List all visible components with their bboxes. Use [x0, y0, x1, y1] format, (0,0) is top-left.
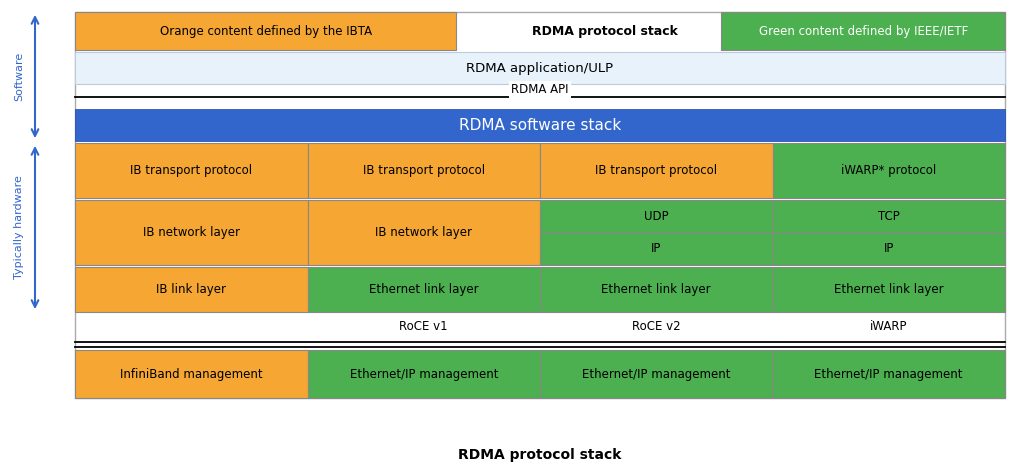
Text: Software: Software: [14, 52, 24, 101]
FancyBboxPatch shape: [540, 200, 772, 233]
Text: IB transport protocol: IB transport protocol: [130, 164, 252, 177]
Text: TCP: TCP: [878, 210, 900, 223]
Text: IB network layer: IB network layer: [375, 226, 472, 239]
Text: Ethernet/IP management: Ethernet/IP management: [349, 368, 498, 380]
FancyBboxPatch shape: [75, 52, 1005, 84]
Text: RDMA software stack: RDMA software stack: [459, 118, 622, 133]
FancyBboxPatch shape: [307, 350, 540, 398]
FancyBboxPatch shape: [772, 143, 1005, 198]
FancyBboxPatch shape: [540, 350, 772, 398]
FancyBboxPatch shape: [540, 233, 772, 265]
Text: Green content defined by IEEE/IETF: Green content defined by IEEE/IETF: [759, 24, 968, 38]
FancyBboxPatch shape: [75, 350, 307, 398]
Text: Ethernet/IP management: Ethernet/IP management: [814, 368, 963, 380]
FancyBboxPatch shape: [772, 233, 1005, 265]
Text: iWARP: iWARP: [870, 320, 907, 333]
Text: IB transport protocol: IB transport protocol: [362, 164, 484, 177]
Text: iWARP* protocol: iWARP* protocol: [841, 164, 936, 177]
Text: RDMA API: RDMA API: [511, 83, 568, 96]
FancyBboxPatch shape: [307, 200, 540, 265]
Text: Ethernet link layer: Ethernet link layer: [601, 283, 711, 296]
FancyBboxPatch shape: [75, 267, 307, 312]
Text: InfiniBand management: InfiniBand management: [120, 368, 262, 380]
Text: IP: IP: [884, 242, 894, 255]
Text: Ethernet link layer: Ethernet link layer: [834, 283, 943, 296]
Text: RoCE v1: RoCE v1: [399, 320, 449, 333]
FancyBboxPatch shape: [721, 12, 1005, 50]
Text: Typically hardware: Typically hardware: [14, 175, 24, 280]
FancyBboxPatch shape: [540, 143, 772, 198]
FancyBboxPatch shape: [540, 267, 772, 312]
Text: UDP: UDP: [644, 210, 669, 223]
Text: Ethernet link layer: Ethernet link layer: [369, 283, 478, 296]
Text: RDMA protocol stack: RDMA protocol stack: [459, 448, 622, 462]
Text: IB network layer: IB network layer: [142, 226, 240, 239]
FancyBboxPatch shape: [75, 109, 1005, 141]
Text: Ethernet/IP management: Ethernet/IP management: [582, 368, 730, 380]
FancyBboxPatch shape: [307, 143, 540, 198]
Text: RoCE v2: RoCE v2: [632, 320, 681, 333]
FancyBboxPatch shape: [307, 267, 540, 312]
Text: RDMA application/ULP: RDMA application/ULP: [467, 61, 613, 75]
Text: Orange content defined by the IBTA: Orange content defined by the IBTA: [160, 24, 372, 38]
FancyBboxPatch shape: [75, 200, 307, 265]
Text: RDMA protocol stack: RDMA protocol stack: [532, 24, 678, 38]
Text: IP: IP: [651, 242, 662, 255]
FancyBboxPatch shape: [772, 267, 1005, 312]
Text: IB link layer: IB link layer: [157, 283, 226, 296]
FancyBboxPatch shape: [772, 200, 1005, 233]
FancyBboxPatch shape: [772, 350, 1005, 398]
FancyBboxPatch shape: [75, 143, 307, 198]
Text: IB transport protocol: IB transport protocol: [595, 164, 718, 177]
FancyBboxPatch shape: [75, 12, 457, 50]
